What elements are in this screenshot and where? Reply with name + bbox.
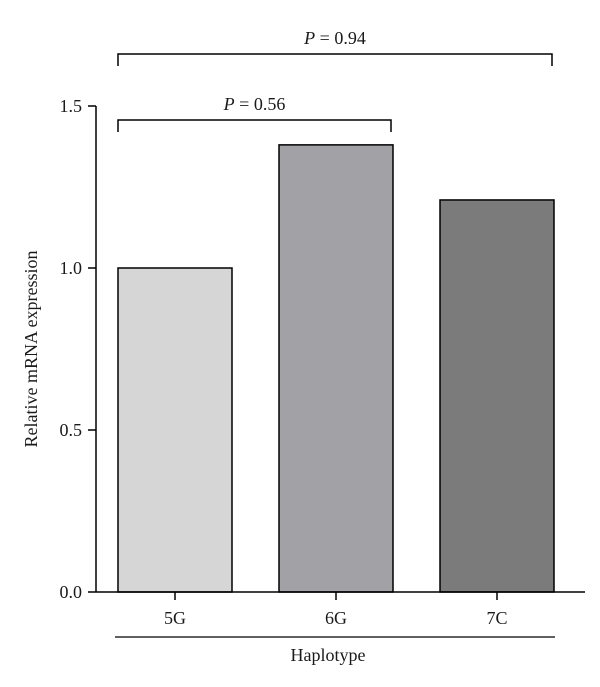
bars-group <box>117 144 555 593</box>
y-axis-title: Relative mRNA expression <box>21 251 41 448</box>
bar-7C <box>439 199 555 593</box>
y-tick-label: 0.5 <box>60 420 83 440</box>
significance-brackets: P = 0.56P = 0.94 <box>117 28 553 132</box>
p-value-label: P = 0.56 <box>223 94 286 114</box>
p-symbol: P <box>303 28 315 48</box>
bar-5G <box>117 267 233 593</box>
significance-bracket <box>117 53 553 66</box>
p-value-text: = 0.94 <box>315 28 366 48</box>
x-tick-label: 5G <box>164 608 186 628</box>
p-value-label: P = 0.94 <box>303 28 366 48</box>
x-tick-label: 7C <box>486 608 507 628</box>
significance-bracket <box>117 119 392 132</box>
p-value-text: = 0.56 <box>235 94 286 114</box>
x-tick-label: 6G <box>325 608 347 628</box>
bar-6G <box>278 144 394 593</box>
p-symbol: P <box>223 94 235 114</box>
x-ticks-group: 5G 6G 7C <box>164 592 508 628</box>
y-tick-label: 0.0 <box>60 582 83 602</box>
y-tick-label: 1.0 <box>60 258 83 278</box>
y-tick-label: 1.5 <box>60 96 83 116</box>
x-axis-title: Haplotype <box>291 645 366 665</box>
y-ticks-group: 0.0 0.5 1.0 1.5 <box>60 96 96 602</box>
